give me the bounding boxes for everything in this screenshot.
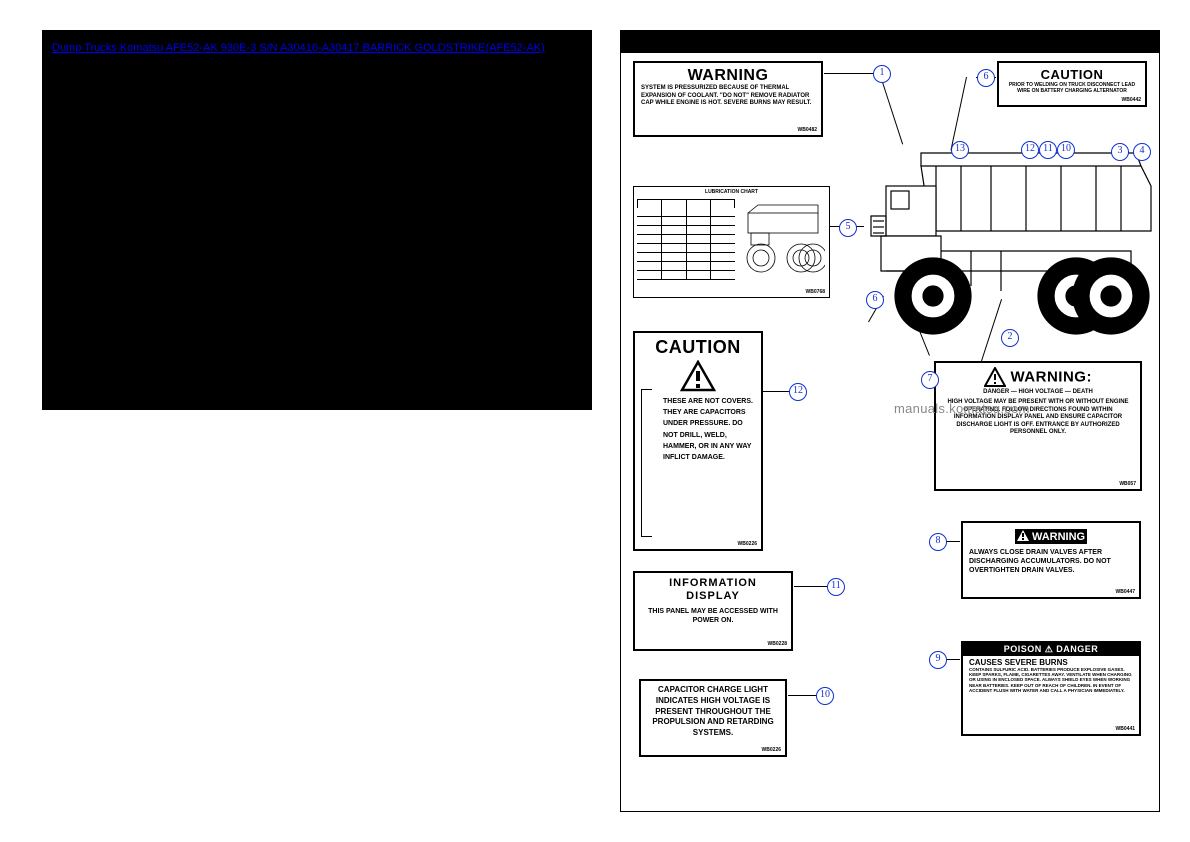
leader-line bbox=[950, 77, 967, 151]
callout-9: 9 bbox=[929, 651, 947, 669]
plate-title: WARNING: bbox=[1010, 369, 1092, 386]
warning-triangle-icon bbox=[984, 367, 1006, 387]
poison-header: POISON ⚠ DANGER bbox=[963, 643, 1139, 656]
plate-code: WB0441 bbox=[1116, 726, 1135, 732]
callout-8: 8 bbox=[929, 533, 947, 551]
plate-info-display: INFORMATION DISPLAY THIS PANEL MAY BE AC… bbox=[633, 571, 793, 651]
callout-11a: 11 bbox=[1039, 141, 1057, 159]
plate-code: WB0442 bbox=[1122, 97, 1141, 103]
callout-6a: 6 bbox=[977, 69, 995, 87]
plate-title: CAUTION bbox=[1005, 67, 1139, 82]
callout-4: 4 bbox=[1133, 143, 1151, 161]
callout-10b: 10 bbox=[816, 687, 834, 705]
plate-lubrication-chart: LUBRICATION CHART WB0768 bbox=[633, 186, 830, 298]
plate-body: THIS PANEL MAY BE ACCESSED WITH POWER ON… bbox=[641, 608, 785, 626]
plate-body: PRIOR TO WELDING ON TRUCK DISCONNECT LEA… bbox=[1005, 82, 1139, 95]
manual-page: WARNING SYSTEM IS PRESSURIZED BECAUSE OF… bbox=[620, 30, 1160, 812]
plate-title: WARNING bbox=[1032, 531, 1085, 543]
plate-capacitor-charge: CAPACITOR CHARGE LIGHT INDICATES HIGH VO… bbox=[639, 679, 787, 757]
plate-code: WB0226 bbox=[762, 747, 781, 753]
left-metadata-panel: Dump Trucks Komatsu AFE52-AK 930E-3 S/N … bbox=[42, 30, 592, 410]
truck-illustration bbox=[861, 141, 1156, 341]
callout-3: 3 bbox=[1111, 143, 1129, 161]
watermark-text: manuals.komatsu.com bbox=[894, 401, 1030, 416]
plate-warning-highvoltage: WARNING: DANGER — HIGH VOLTAGE — DEATH H… bbox=[934, 361, 1142, 491]
plate-poison-danger: POISON ⚠ DANGER CAUSES SEVERE BURNS CONT… bbox=[961, 641, 1141, 736]
plate-code: WB0226 bbox=[738, 541, 757, 547]
plate-title: WARNING bbox=[641, 67, 815, 85]
callout-1: 1 bbox=[873, 65, 891, 83]
plate-code: WB0447 bbox=[1116, 589, 1135, 595]
plate-caution-capacitors: CAUTION THESE ARE NOT COVERS. THEY ARE C… bbox=[633, 331, 763, 551]
warning-triangle-icon bbox=[1017, 530, 1029, 541]
plate-body: SYSTEM IS PRESSURIZED BECAUSE OF THERMAL… bbox=[641, 85, 815, 108]
info-title-1: INFORMATION bbox=[641, 577, 785, 590]
plate-code: WB0482 bbox=[798, 127, 817, 133]
callout-10a: 10 bbox=[1057, 141, 1075, 159]
leader-line bbox=[879, 73, 903, 145]
plate-body: CAPACITOR CHARGE LIGHT INDICATES HIGH VO… bbox=[647, 685, 779, 739]
callout-7: 7 bbox=[921, 371, 939, 389]
callout-11b: 11 bbox=[827, 578, 845, 596]
leader-line bbox=[824, 73, 878, 74]
plate-body: THESE ARE NOT COVERS. THEY ARE CAPACITOR… bbox=[663, 396, 755, 463]
plate-title: CAUTION bbox=[641, 337, 755, 358]
poison-subtitle: CAUSES SEVERE BURNS bbox=[969, 658, 1133, 667]
callout-6b: 6 bbox=[866, 291, 884, 309]
plate-code: WB0768 bbox=[806, 289, 825, 295]
plate-code: WB057 bbox=[1119, 481, 1136, 487]
plate-warning-drain: WARNING ALWAYS CLOSE DRAIN VALVES AFTER … bbox=[961, 521, 1141, 599]
breadcrumb-link[interactable]: Dump Trucks Komatsu AFE52-AK 930E-3 S/N … bbox=[52, 42, 545, 54]
callout-5: 5 bbox=[839, 219, 857, 237]
leader-line bbox=[794, 586, 829, 587]
plate-caution-welding: CAUTION PRIOR TO WELDING ON TRUCK DISCON… bbox=[997, 61, 1147, 107]
callout-12b: 12 bbox=[789, 383, 807, 401]
lub-table bbox=[637, 199, 735, 287]
plate-warning-pressurized: WARNING SYSTEM IS PRESSURIZED BECAUSE OF… bbox=[633, 61, 823, 137]
plate-code: WB0228 bbox=[768, 641, 787, 647]
plate-body: ALWAYS CLOSE DRAIN VALVES AFTER DISCHARG… bbox=[969, 549, 1133, 575]
callout-13: 13 bbox=[951, 141, 969, 159]
callout-2: 2 bbox=[1001, 329, 1019, 347]
plate-body: CONTAINS SULFURIC ACID. BATTERIES PRODUC… bbox=[969, 667, 1133, 693]
leader-line bbox=[788, 695, 818, 696]
plate-subtitle: DANGER — HIGH VOLTAGE — DEATH bbox=[942, 389, 1134, 395]
warning-triangle-icon bbox=[680, 360, 716, 392]
callout-12a: 12 bbox=[1021, 141, 1039, 159]
lub-mini-truck bbox=[743, 203, 825, 283]
lub-title: LUBRICATION CHART bbox=[634, 189, 829, 195]
info-title-2: DISPLAY bbox=[641, 590, 785, 603]
page-header-bar bbox=[621, 31, 1159, 53]
